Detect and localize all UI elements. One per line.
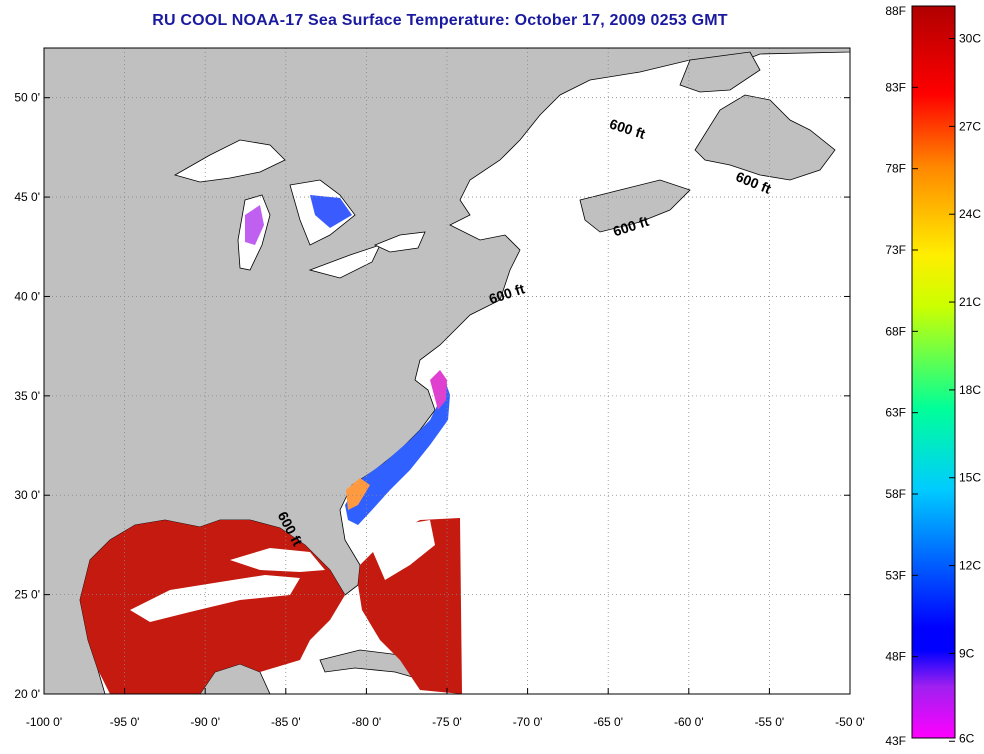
colorbar-label-f: 53F <box>885 568 906 582</box>
colorbar: 88F 83F 78F 73F 68F 63F 58F 53F 48F 43F 30C 27C 24C… <box>885 4 981 748</box>
lon-tick-label: -80 0' <box>352 715 382 729</box>
colorbar-label-c: 21C <box>959 295 981 309</box>
longitude-axis: -100 0' -95 0' -90 0' -85 0' -80 0' -75 0' -70… <box>26 688 865 729</box>
cloud-atlantic-south <box>370 520 435 580</box>
colorbar-label-f: 68F <box>885 324 906 338</box>
colorbar-label-f: 43F <box>885 734 906 748</box>
latitude-axis: 20 0' 25 0' 30 0' 35 0' 40 0' 45 0' 50 0' <box>14 91 850 701</box>
lake-ontario <box>373 231 426 253</box>
lat-tick-label: 50 0' <box>14 91 40 105</box>
colorbar-label-f: 63F <box>885 406 906 420</box>
colorbar-label-f: 73F <box>885 243 906 257</box>
colorbar-label-c: 30C <box>959 32 981 46</box>
lon-tick-label: -100 0' <box>26 715 62 729</box>
lon-tick-label: -90 0' <box>190 715 220 729</box>
colorbar-celsius-labels: 30C 27C 24C 21C 18C 15C 12C 9C 6C <box>949 32 981 745</box>
lat-tick-label: 45 0' <box>14 190 40 204</box>
lon-tick-label: -60 0' <box>674 715 704 729</box>
sst-gulf-stream-magenta <box>430 370 447 410</box>
lon-tick-label: -75 0' <box>432 715 462 729</box>
colorbar-label-c: 15C <box>959 471 981 485</box>
sst-gulf-stream-warm <box>346 478 370 510</box>
lake-superior <box>173 139 286 183</box>
colorbar-label-c: 24C <box>959 207 981 221</box>
colorbar-label-f: 48F <box>885 650 906 664</box>
lat-tick-label: 30 0' <box>14 488 40 502</box>
colorbar-label-f: 58F <box>885 487 906 501</box>
land-maritimes <box>579 179 691 233</box>
colorbar-label-f: 78F <box>885 162 906 176</box>
lake-erie <box>308 244 381 279</box>
lon-tick-label: -70 0' <box>513 715 543 729</box>
lon-tick-label: -85 0' <box>271 715 301 729</box>
map-title: RU COOL NOAA-17 Sea Surface Temperature:… <box>152 12 728 29</box>
lon-tick-label: -55 0' <box>755 715 785 729</box>
colorbar-label-f: 83F <box>885 80 906 94</box>
cloud-gulf-1 <box>130 575 300 622</box>
colorbar-fahrenheit-labels: 88F 83F 78F 73F 68F 63F 58F 53F 48F 43F <box>885 4 918 748</box>
lat-tick-label: 25 0' <box>14 588 40 602</box>
colorbar-label-f: 88F <box>885 4 906 18</box>
colorbar-label-c: 27C <box>959 119 981 133</box>
lon-tick-label: -95 0' <box>110 715 140 729</box>
colorbar-gradient <box>911 5 956 739</box>
land-labrador <box>679 51 761 93</box>
colorbar-label-c: 18C <box>959 383 981 397</box>
lon-tick-label: -65 0' <box>593 715 623 729</box>
lake-michigan-sst <box>245 205 264 245</box>
colorbar-label-c: 9C <box>959 646 975 660</box>
colorbar-label-c: 12C <box>959 559 981 573</box>
sst-gulf-stream <box>345 380 450 525</box>
land-newfoundland <box>694 94 836 181</box>
lon-tick-label: -50 0' <box>835 715 865 729</box>
cloud-gulf-2 <box>230 548 325 572</box>
colorbar-label-c: 6C <box>959 731 975 745</box>
lake-huron-sst <box>310 195 352 228</box>
lat-tick-label: 35 0' <box>14 389 40 403</box>
lat-tick-label: 40 0' <box>14 289 40 303</box>
lat-tick-label: 20 0' <box>14 687 40 701</box>
